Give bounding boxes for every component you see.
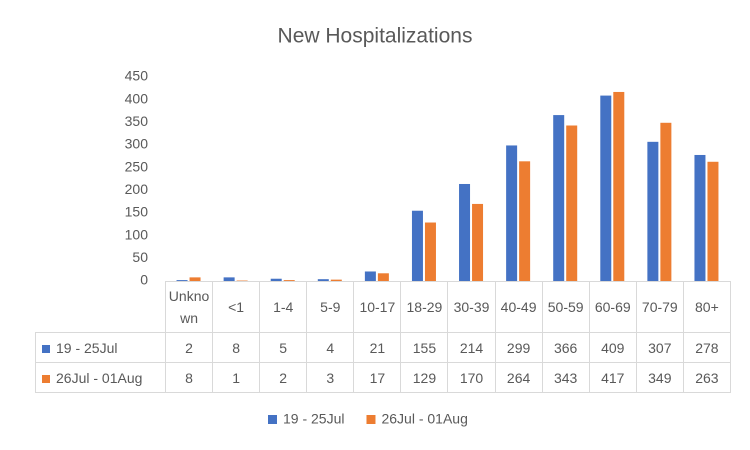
x-tick-label: Unknown [164,281,214,333]
data-label: 8 [212,332,261,363]
series-row: 26Jul - 01Aug 8 1 2 3 17 129 170 264 343 417 349 263 [35,362,731,393]
bar [317,279,329,281]
y-tick-label: 400 [125,90,149,106]
x-tick-label: 60-69 [588,281,637,333]
data-label: 214 [447,332,496,363]
data-label: 349 [635,362,684,393]
data-label: 129 [400,362,449,393]
y-tick-label: 450 [125,68,149,84]
bar [330,279,342,281]
data-label: 5 [259,332,308,363]
y-tick-label: 50 [132,249,148,265]
x-tick-label: 50-59 [541,281,590,333]
x-tick-label: 40-49 [494,281,543,333]
bar [424,222,436,281]
legend-label: 19 - 25Jul [283,411,344,427]
bar [647,141,659,281]
row-header-label: 26Jul - 01Aug [56,369,143,386]
y-tick-label: 300 [125,136,149,152]
x-tick-label: 30-39 [447,281,496,333]
x-tick-label: 1-4 [259,281,308,333]
y-tick-label: 150 [125,204,149,220]
legend-key [42,374,50,383]
bar [283,280,295,281]
legend-label: 26Jul - 01Aug [381,411,467,427]
bar [472,203,484,281]
bar [411,210,423,281]
row-header: 19 - 25Jul [35,332,166,363]
bar [600,95,612,281]
chart-title: New Hospitalizations [278,25,473,48]
data-label: 343 [541,362,590,393]
y-tick-label: 350 [125,113,149,129]
x-tick-label: 70-79 [635,281,684,333]
data-label: 307 [635,332,684,363]
bar [270,278,282,281]
y-tick-label: 0 [140,272,148,288]
x-tick-label: 5-9 [306,281,355,333]
y-tick-label: 250 [125,158,149,174]
data-label: 278 [682,332,731,363]
bar [613,91,625,282]
data-label: 21 [353,332,402,363]
data-label: 3 [306,362,355,393]
data-label: 170 [447,362,496,393]
bar [660,122,672,281]
bar [519,161,531,281]
x-tick-label: 80+ [682,281,731,333]
category-row: Unknown <1 1-4 5-9 10-17 18-29 30-39 40-49 50-59… [35,281,731,333]
y-tick-label: 100 [125,226,149,242]
data-label: 4 [306,332,355,363]
bar [506,145,518,281]
blank-cell [35,281,166,333]
row-header: 26Jul - 01Aug [35,362,166,393]
data-label: 366 [541,332,590,363]
x-tick-label: 10-17 [353,281,402,333]
x-tick-label: 18-29 [400,281,449,333]
legend-swatch [366,415,376,424]
legend-swatch [268,415,277,424]
data-label: 2 [164,332,214,363]
bar [694,154,706,281]
bar [459,183,471,281]
bar [223,277,235,281]
bar [566,125,578,281]
bar [707,161,719,281]
bar [553,115,565,281]
bar [176,280,188,281]
series-row: 19 - 25Jul 2 8 5 4 21 155 214 299 366 409 307 278 [35,332,731,363]
data-table: Unknown <1 1-4 5-9 10-17 18-29 30-39 40-49 50-59… [35,281,731,393]
data-label: 299 [494,332,543,363]
data-label: 17 [353,362,402,393]
data-label: 409 [588,332,637,363]
data-label: 155 [400,332,449,363]
data-label: 8 [164,362,214,393]
data-label: 417 [588,362,637,393]
row-header-label: 19 - 25Jul [56,339,118,356]
bar [189,277,201,281]
data-label: 264 [494,362,543,393]
bar [377,273,389,281]
bar [364,271,376,281]
data-label: 1 [212,362,261,393]
x-tick-label: <1 [212,281,261,333]
data-label: 2 [259,362,308,393]
data-label: 263 [682,362,731,393]
y-tick-label: 200 [125,181,149,197]
legend-key [42,344,50,353]
